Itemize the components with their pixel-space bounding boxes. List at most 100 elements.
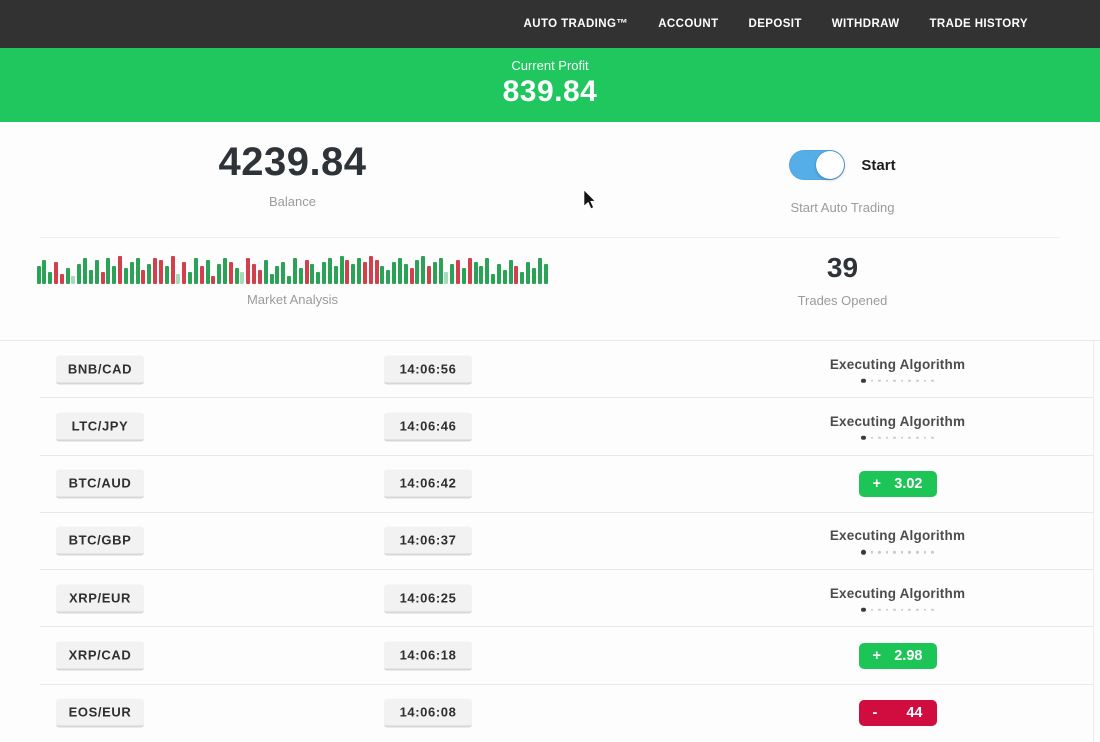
progress-dot [923,436,927,440]
trade-row: BNB/CAD 14:06:56 Executing Algorithm [0,341,1100,399]
progress-dot [885,551,889,554]
auto-trading-caption: Start Auto Trading [790,200,895,215]
chart-bar [234,268,239,284]
trade-result-value: 2.98 [894,648,923,665]
progress-dot [931,379,934,382]
pair-badge[interactable]: BTC/GBP [56,526,144,556]
chart-bar [473,262,478,284]
auto-trading-toggle[interactable] [789,150,846,180]
section-divider [40,237,1060,238]
chart-bar [415,260,420,284]
chart-bar [491,274,496,284]
chart-bar [59,274,64,284]
trade-result-sign: + [872,476,881,493]
chart-bar [94,260,99,284]
pair-badge[interactable]: BTC/AUD [56,469,144,499]
time-badge[interactable]: 14:06:18 [384,641,472,671]
chart-bar [269,274,274,284]
trade-result-sign: - [872,705,878,722]
chart-bar [223,258,227,284]
progress-dot [908,608,912,612]
pair-badge[interactable]: XRP/EUR [56,584,144,614]
chart-bar [316,272,321,284]
chart-bar [118,256,123,284]
chart-bar [508,260,513,284]
chart-bar [275,266,280,284]
nav-account[interactable]: ACCOUNT [658,18,719,30]
progress-dot [900,608,904,612]
nav-auto-trading[interactable]: AUTO TRADING™ [523,18,629,30]
progress-dot [861,550,866,555]
trades-opened-value: 39 [826,252,859,283]
chart-bar [526,262,531,284]
chart-bar [205,260,210,284]
chart-bar [403,264,408,284]
chart-bar [83,258,88,284]
chart-bar [53,262,58,284]
balance-value: 4239.84 [218,140,367,184]
trade-status: Executing Algorithm [780,414,1015,441]
chart-bar [292,258,297,284]
progress-dot [885,436,889,440]
trade-row: XRP/CAD 14:06:18 + 2.98 [0,627,1100,685]
chart-bar [252,264,257,284]
executing-status: Executing Algorithm [780,414,1015,441]
chart-bar [257,270,262,284]
chart-bar [357,258,362,284]
pair-badge[interactable]: LTC/JPY [56,412,144,442]
time-badge[interactable]: 14:06:37 [384,526,472,556]
pair-badge[interactable]: BNB/CAD [56,355,144,385]
chart-bar [327,258,332,284]
chart-bar [170,256,175,284]
current-profit-banner: Current Profit 839.84 [0,48,1100,122]
progress-dot [908,436,912,440]
chart-bar [100,272,105,284]
market-analysis-chart [36,254,549,284]
chart-bar [71,276,76,284]
nav-withdraw[interactable]: WITHDRAW [831,18,900,30]
chart-bar [123,268,128,284]
chart-bar [345,260,350,284]
time-badge[interactable]: 14:06:08 [384,698,472,728]
chart-bar [450,264,455,284]
chart-bar [333,266,338,284]
progress-dot [885,608,889,612]
progress-dot [893,379,896,382]
pair-badge[interactable]: XRP/CAD [56,641,144,671]
nav-trade-history[interactable]: TRADE HISTORY [929,18,1028,30]
chart-bar [240,272,245,284]
progress-dot [870,608,874,612]
chart-bar [485,258,490,284]
chart-bar [543,264,548,284]
toggle-knob [816,151,845,179]
chart-bar [514,266,519,284]
executing-status: Executing Algorithm [780,528,1015,555]
chart-bar [456,260,461,284]
progress-dot [931,551,934,554]
chart-bar [479,266,484,284]
time-badge[interactable]: 14:06:42 [384,469,472,499]
trade-result-value: 3.02 [894,476,923,493]
trade-result-badge: - 44 [858,700,937,727]
progress-dot [870,436,874,440]
progress-dot [893,608,896,612]
chart-bar [421,256,426,284]
chart-bar [386,270,391,284]
chart-bar [432,262,437,284]
progress-dot [908,379,912,382]
time-badge[interactable]: 14:06:25 [384,584,472,614]
trade-result-badge: + 3.02 [858,471,937,498]
time-badge[interactable]: 14:06:56 [384,355,472,385]
progress-dot [878,608,881,612]
progress-dot [900,436,904,440]
top-navbar: AUTO TRADING™ ACCOUNT DEPOSIT WITHDRAW T… [0,0,1100,48]
time-badge[interactable]: 14:06:46 [384,412,472,442]
executing-label: Executing Algorithm [829,585,966,601]
chart-bar [281,262,286,284]
pair-badge[interactable]: EOS/EUR [56,698,144,728]
market-analysis-block: Market Analysis [0,238,585,340]
nav-deposit[interactable]: DEPOSIT [748,18,802,30]
progress-dot [916,379,919,382]
progress-dots [780,435,1015,441]
